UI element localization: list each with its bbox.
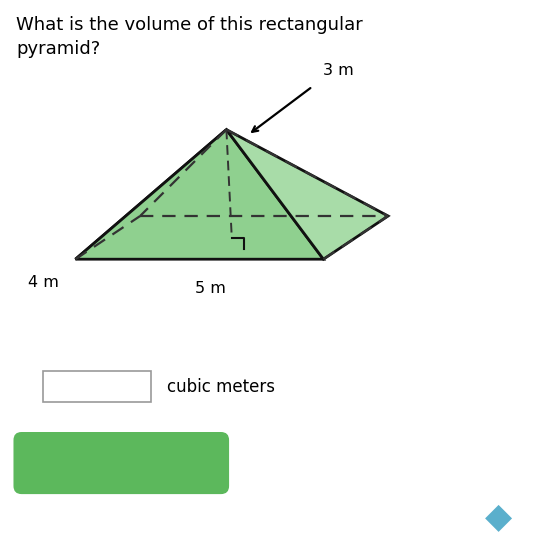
FancyBboxPatch shape [13, 432, 229, 494]
FancyBboxPatch shape [43, 371, 151, 402]
Text: 4 m: 4 m [29, 275, 59, 291]
Text: 5 m: 5 m [195, 281, 226, 296]
Text: 3 m: 3 m [323, 63, 354, 78]
Polygon shape [75, 130, 226, 259]
Text: Submit: Submit [89, 454, 153, 472]
Polygon shape [226, 130, 388, 259]
Text: What is the volume of this rectangular
pyramid?: What is the volume of this rectangular p… [16, 16, 363, 58]
Polygon shape [485, 505, 512, 532]
Polygon shape [140, 130, 388, 216]
Text: cubic meters: cubic meters [167, 377, 275, 396]
Polygon shape [75, 130, 323, 259]
